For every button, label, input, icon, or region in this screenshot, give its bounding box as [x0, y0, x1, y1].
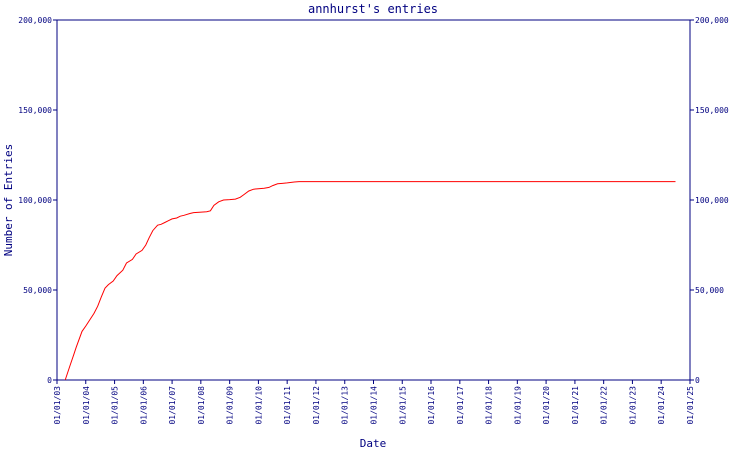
- x-tick-label: 01/01/05: [111, 386, 120, 425]
- x-tick-label: 01/01/20: [542, 386, 551, 425]
- y-axis-label: Number of Entries: [2, 144, 15, 257]
- x-tick-label: 01/01/09: [226, 386, 235, 425]
- plot-frame: [56, 19, 691, 381]
- x-tick-label: 01/01/03: [53, 386, 62, 425]
- x-tick-label: 01/01/04: [82, 386, 91, 425]
- x-axis: 01/01/03 01/01/04 01/01/05 01/01/06 01/01/07…: [53, 380, 695, 425]
- x-tick-label: 01/01/07: [168, 386, 177, 425]
- chart-title: annhurst's entries: [308, 2, 438, 16]
- x-tick-label: 01/01/25: [686, 386, 695, 425]
- x-tick-label: 01/01/17: [456, 386, 465, 425]
- entries-series-line: [64, 181, 676, 381]
- x-tick-label: 01/01/23: [628, 386, 637, 425]
- y-tick-label-left: 0: [47, 376, 52, 385]
- y-tick-label-left: 100,000: [18, 196, 52, 205]
- x-axis-label: Date: [360, 437, 387, 450]
- y-tick-label-right: 150,000: [695, 106, 729, 115]
- y-tick-label-right: 100,000: [695, 196, 729, 205]
- y-tick-label-right: 50,000: [695, 286, 724, 295]
- x-tick-label: 01/01/14: [370, 386, 379, 425]
- y-tick-label-left: 200,000: [18, 16, 52, 25]
- x-tick-label: 01/01/24: [657, 386, 666, 425]
- x-tick-label: 01/01/18: [485, 386, 494, 425]
- y-axis-left: 0 50,000 100,000 150,000 200,000: [18, 16, 57, 385]
- x-tick-label: 01/01/19: [513, 386, 522, 425]
- y-tick-label-left: 150,000: [18, 106, 52, 115]
- x-tick-label: 01/01/13: [341, 386, 350, 425]
- x-tick-label: 01/01/22: [600, 386, 609, 425]
- x-tick-label: 01/01/15: [398, 386, 407, 425]
- y-tick-label-right: 0: [695, 376, 700, 385]
- x-tick-label: 01/01/12: [312, 386, 321, 425]
- x-tick-label: 01/01/16: [427, 386, 436, 425]
- x-tick-label: 01/01/10: [254, 386, 263, 425]
- x-tick-label: 01/01/11: [283, 386, 292, 425]
- x-tick-label: 01/01/06: [139, 386, 148, 425]
- x-tick-label: 01/01/21: [571, 386, 580, 425]
- y-tick-label-right: 200,000: [695, 16, 729, 25]
- x-tick-label: 01/01/08: [197, 386, 206, 425]
- y-tick-label-left: 50,000: [23, 286, 52, 295]
- y-axis-right: 0 50,000 100,000 150,000 200,000: [690, 16, 729, 385]
